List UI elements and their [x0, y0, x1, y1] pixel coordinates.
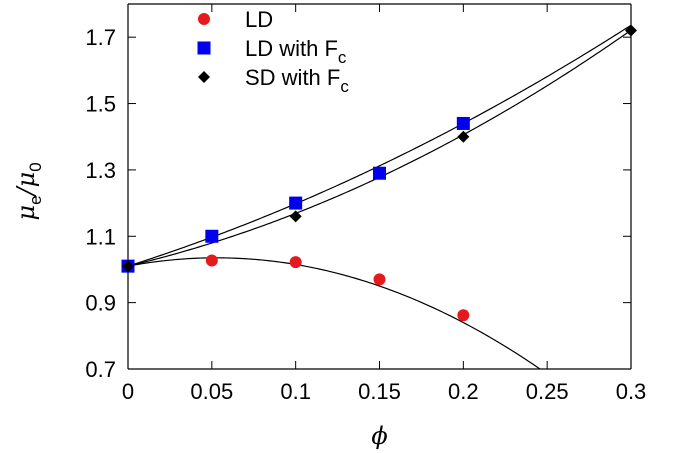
- data-point-series-1: [205, 254, 218, 267]
- data-point-series-2: [289, 196, 303, 210]
- fit-curve-2: [128, 24, 631, 267]
- data-point-series-3: [625, 24, 637, 37]
- legend-label-1: LD: [245, 7, 273, 32]
- x-tick-label: 0: [122, 379, 134, 404]
- data-point-series-2: [205, 229, 219, 243]
- x-axis-title: ϕ: [371, 422, 387, 450]
- y-tick-label: 1.5: [85, 92, 116, 117]
- axes: [127, 3, 632, 370]
- x-tick-label: 0.2: [448, 379, 479, 404]
- data-points: [121, 24, 637, 322]
- y-tick-label: 0.9: [85, 291, 116, 316]
- data-point-series-3: [289, 210, 302, 223]
- legend-marker-3: [198, 71, 210, 83]
- y-tick-label: 1.7: [85, 25, 116, 50]
- x-tick-label: 0.1: [280, 379, 311, 404]
- y-axis-title-sub-0: 0: [26, 162, 45, 171]
- data-point-series-1: [457, 309, 470, 322]
- legend-label-text: SD with F: [245, 65, 340, 90]
- data-point-series-3: [122, 260, 134, 273]
- fit-curve-3: [128, 29, 631, 267]
- x-tick-label: 0.05: [190, 379, 233, 404]
- legend-label-2: LD with Fc: [245, 36, 347, 67]
- tick-labels: 0 0.05 0.1 0.15 0.2 0.25 0.3 0.7 0.9 1.1 1.3 1.5 1.7: [85, 25, 646, 404]
- legend-marker-1: [198, 13, 210, 25]
- legend-label-text: LD: [245, 7, 273, 32]
- legend-label-text: LD with F: [245, 36, 338, 61]
- data-point-series-3: [457, 130, 470, 143]
- data-point-series-2: [373, 166, 386, 180]
- y-axis-title-base: μ: [12, 205, 40, 221]
- axis-titles: ϕμe/μ0: [12, 162, 388, 450]
- data-point-series-1: [373, 273, 386, 286]
- legend-label-subscript: c: [338, 48, 347, 67]
- data-point-series-1: [289, 256, 302, 269]
- legend-label-3: SD with Fc: [245, 65, 349, 96]
- legend-label-subscript: c: [340, 77, 349, 96]
- y-axis-title-base2: μ: [12, 172, 40, 188]
- x-tick-label: 0.3: [616, 379, 647, 404]
- y-tick-label: 0.7: [85, 357, 116, 382]
- y-tick-label: 1.3: [85, 158, 116, 183]
- legend-marker-2: [197, 41, 211, 55]
- y-axis-title-sub-e: e: [26, 195, 45, 204]
- y-axis-title-slash: /: [12, 184, 40, 197]
- data-point-series-2: [456, 116, 470, 130]
- x-tick-label: 0.15: [358, 379, 401, 404]
- y-tick-label: 1.1: [85, 224, 116, 249]
- x-tick-label: 0.25: [526, 379, 569, 404]
- y-axis-title: μe/μ0: [12, 162, 45, 220]
